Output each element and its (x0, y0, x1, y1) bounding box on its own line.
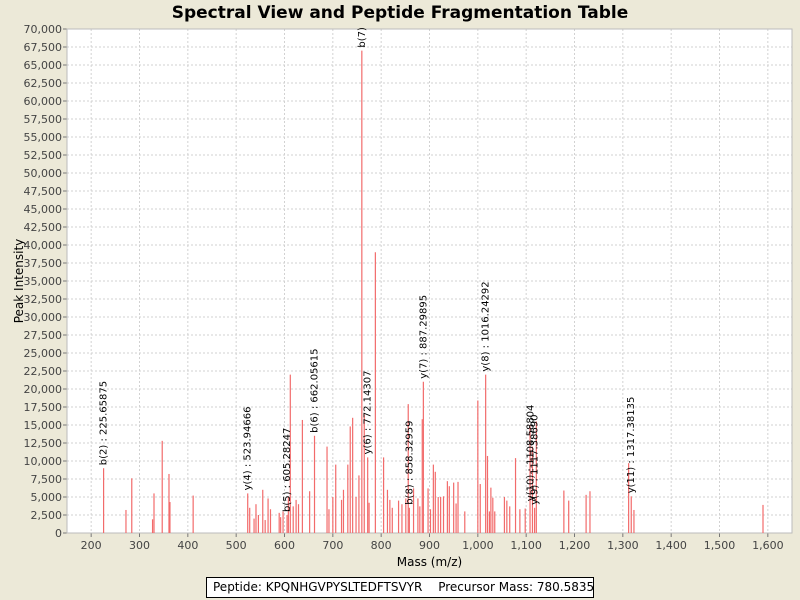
peak-annotation: b(5) : 605.28247 (282, 428, 293, 512)
precursor-mass-label: Precursor Mass: 780.5835 (438, 580, 595, 594)
peptide-info-box: Peptide: KPQNHGVPYSLTEDFTSVYR Precursor … (206, 577, 594, 598)
peptide-label: Peptide: KPQNHGVPYSLTEDFTSVYR (213, 580, 423, 594)
x-tick-label: 700 (322, 539, 343, 552)
y-tick-label: 52,500 (24, 149, 63, 162)
x-tick-label: 1,300 (607, 539, 639, 552)
x-tick-label: 400 (177, 539, 198, 552)
x-tick-label: 600 (274, 539, 295, 552)
plot-border (66, 28, 793, 534)
peak-annotation: b(8) : 858.32959 (404, 420, 415, 504)
y-tick-label: 62,500 (24, 77, 63, 90)
y-tick-label: 20,000 (24, 383, 63, 396)
y-tick-label: 2,500 (31, 509, 63, 522)
x-axis-label: Mass (m/z) (397, 555, 462, 569)
peak-annotation: y(8) : 1016.24292 (481, 281, 492, 371)
y-tick-label: 57,500 (24, 113, 63, 126)
x-tick-label: 1,400 (655, 539, 687, 552)
y-tick-label: 12,500 (24, 437, 63, 450)
peak-annotation: y(7) : 887.29895 (418, 295, 429, 379)
y-tick-label: 5,000 (31, 491, 63, 504)
y-tick-label: 47,500 (24, 185, 63, 198)
peak-annotation: b(7) (357, 27, 368, 48)
y-tick-label: 45,000 (24, 203, 63, 216)
y-tick-label: 70,000 (24, 23, 63, 36)
y-tick-label: 60,000 (24, 95, 63, 108)
y-tick-label: 32,500 (24, 293, 63, 306)
y-axis-label: Peak Intensity (12, 239, 26, 324)
x-tick-label: 500 (226, 539, 247, 552)
y-tick-label: 65,000 (24, 59, 63, 72)
peak-annotation: y(11) : 1317.38135 (626, 397, 637, 494)
y-tick-label: 67,500 (24, 41, 63, 54)
peak-annotation: y(6) : 772.14307 (363, 371, 374, 455)
y-tick-label: 50,000 (24, 167, 63, 180)
x-tick-label: 200 (81, 539, 102, 552)
y-tick-label: 27,500 (24, 329, 63, 342)
x-tick-label: 300 (129, 539, 150, 552)
x-tick-label: 1,600 (752, 539, 784, 552)
peak-annotation: b(2) : 225.65875 (99, 381, 110, 465)
x-tick-label: 1,500 (704, 539, 736, 552)
y-tick-label: 42,500 (24, 221, 63, 234)
y-tick-label: 7,500 (31, 473, 63, 486)
y-tick-label: 37,500 (24, 257, 63, 270)
x-tick-label: 1,000 (462, 539, 494, 552)
x-tick-label: 1,100 (510, 539, 542, 552)
peak-annotation: y(10) : 1108.58804 (525, 405, 536, 502)
x-tick-label: 800 (371, 539, 392, 552)
peak-annotation: b(6) : 662.05615 (310, 348, 321, 432)
y-tick-label: 35,000 (24, 275, 63, 288)
y-tick-label: 30,000 (24, 311, 63, 324)
y-tick-label: 0 (55, 527, 62, 540)
y-tick-label: 22,500 (24, 365, 63, 378)
y-tick-label: 17,500 (24, 401, 63, 414)
y-tick-label: 10,000 (24, 455, 63, 468)
peak-annotation: y(4) : 523.94666 (243, 407, 254, 491)
x-tick-label: 1,200 (559, 539, 591, 552)
y-tick-label: 15,000 (24, 419, 63, 432)
x-tick-label: 900 (419, 539, 440, 552)
y-tick-label: 55,000 (24, 131, 63, 144)
chart-title: Spectral View and Peptide Fragmentation … (171, 3, 629, 23)
y-tick-label: 25,000 (24, 347, 63, 360)
y-tick-label: 40,000 (24, 239, 63, 252)
peak-annotation: y(9) : 1117.38690 (530, 415, 541, 505)
